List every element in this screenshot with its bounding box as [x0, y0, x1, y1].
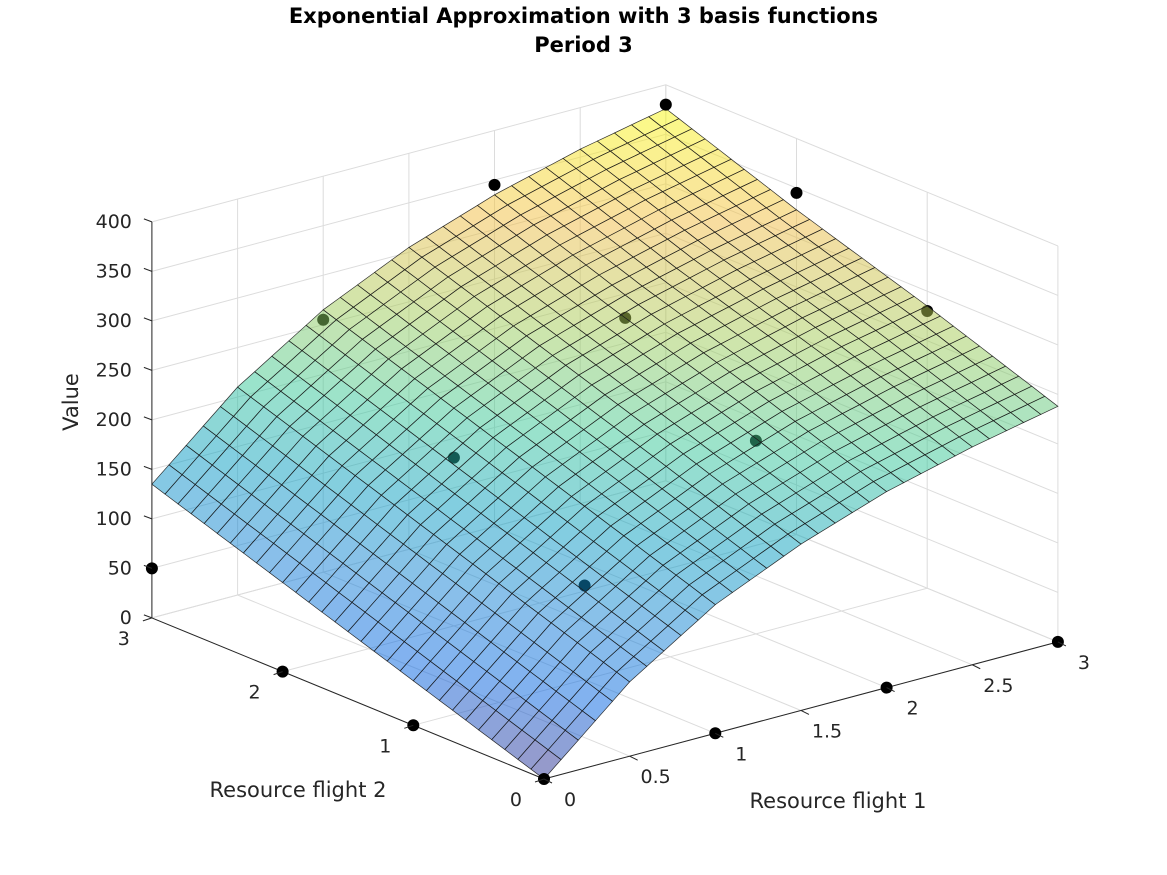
y-tick [273, 671, 283, 676]
y-tick-label: 2 [249, 682, 261, 704]
chart-title-line-2: Period 3 [534, 33, 633, 57]
data-point [488, 178, 501, 191]
surface-mesh [151, 108, 1059, 780]
z-tick [143, 465, 153, 470]
y-axis-line [151, 617, 545, 780]
y-tick-label: 3 [118, 628, 130, 650]
x-tick [715, 732, 724, 738]
x-tick [886, 687, 895, 693]
y-tick [534, 778, 545, 783]
z-tick [143, 416, 153, 421]
z-tick-label: 150 [96, 458, 132, 480]
z-tick [143, 267, 153, 272]
z-axis-label: Value [59, 373, 83, 431]
y-tick-label: 0 [510, 789, 522, 811]
x-tick [629, 755, 638, 761]
z-tick-label: 300 [96, 310, 132, 332]
z-tick-label: 0 [120, 607, 132, 629]
x-axis-label: Resource flight 1 [750, 789, 927, 813]
z-tick-label: 350 [96, 260, 132, 282]
x-tick-label: 2 [907, 698, 919, 720]
z-tick-label: 250 [96, 359, 132, 381]
x-tick-label: 3 [1078, 652, 1090, 674]
surface-face [530, 749, 562, 780]
x-tick-label: 1 [735, 743, 747, 765]
z-tick [143, 614, 153, 619]
x-tick [800, 710, 810, 715]
axis-labels: Resource flight 1 Resource flight 2 Value [59, 373, 926, 813]
z-tick-label: 100 [96, 508, 132, 530]
x-tick-label: 1.5 [812, 721, 842, 743]
z-tick-label: 50 [108, 557, 132, 579]
z-tick [143, 564, 153, 569]
z-tick-label: 400 [96, 211, 132, 233]
data-point [790, 186, 803, 199]
data-point [659, 98, 672, 111]
y-tick [404, 724, 414, 729]
x-tick-label: 0.5 [640, 766, 670, 788]
x-tick [1057, 641, 1067, 647]
x-tick [972, 664, 981, 670]
z-tick [143, 515, 153, 520]
y-tick-label: 1 [379, 735, 391, 757]
x-tick-label: 2.5 [983, 675, 1013, 697]
y-tick [142, 617, 153, 622]
axis-ticks: 05010015020025030035040000.511.522.53012… [96, 211, 1090, 811]
z-tick [143, 317, 153, 322]
x-tick-label: 0 [564, 789, 576, 811]
z-tick [143, 218, 153, 223]
z-tick-label: 200 [96, 409, 132, 431]
z-tick [143, 366, 153, 371]
y-axis-label: Resource flight 2 [210, 778, 387, 802]
chart-title-line-1: Exponential Approximation with 3 basis f… [288, 4, 879, 28]
x-tick [543, 778, 553, 784]
